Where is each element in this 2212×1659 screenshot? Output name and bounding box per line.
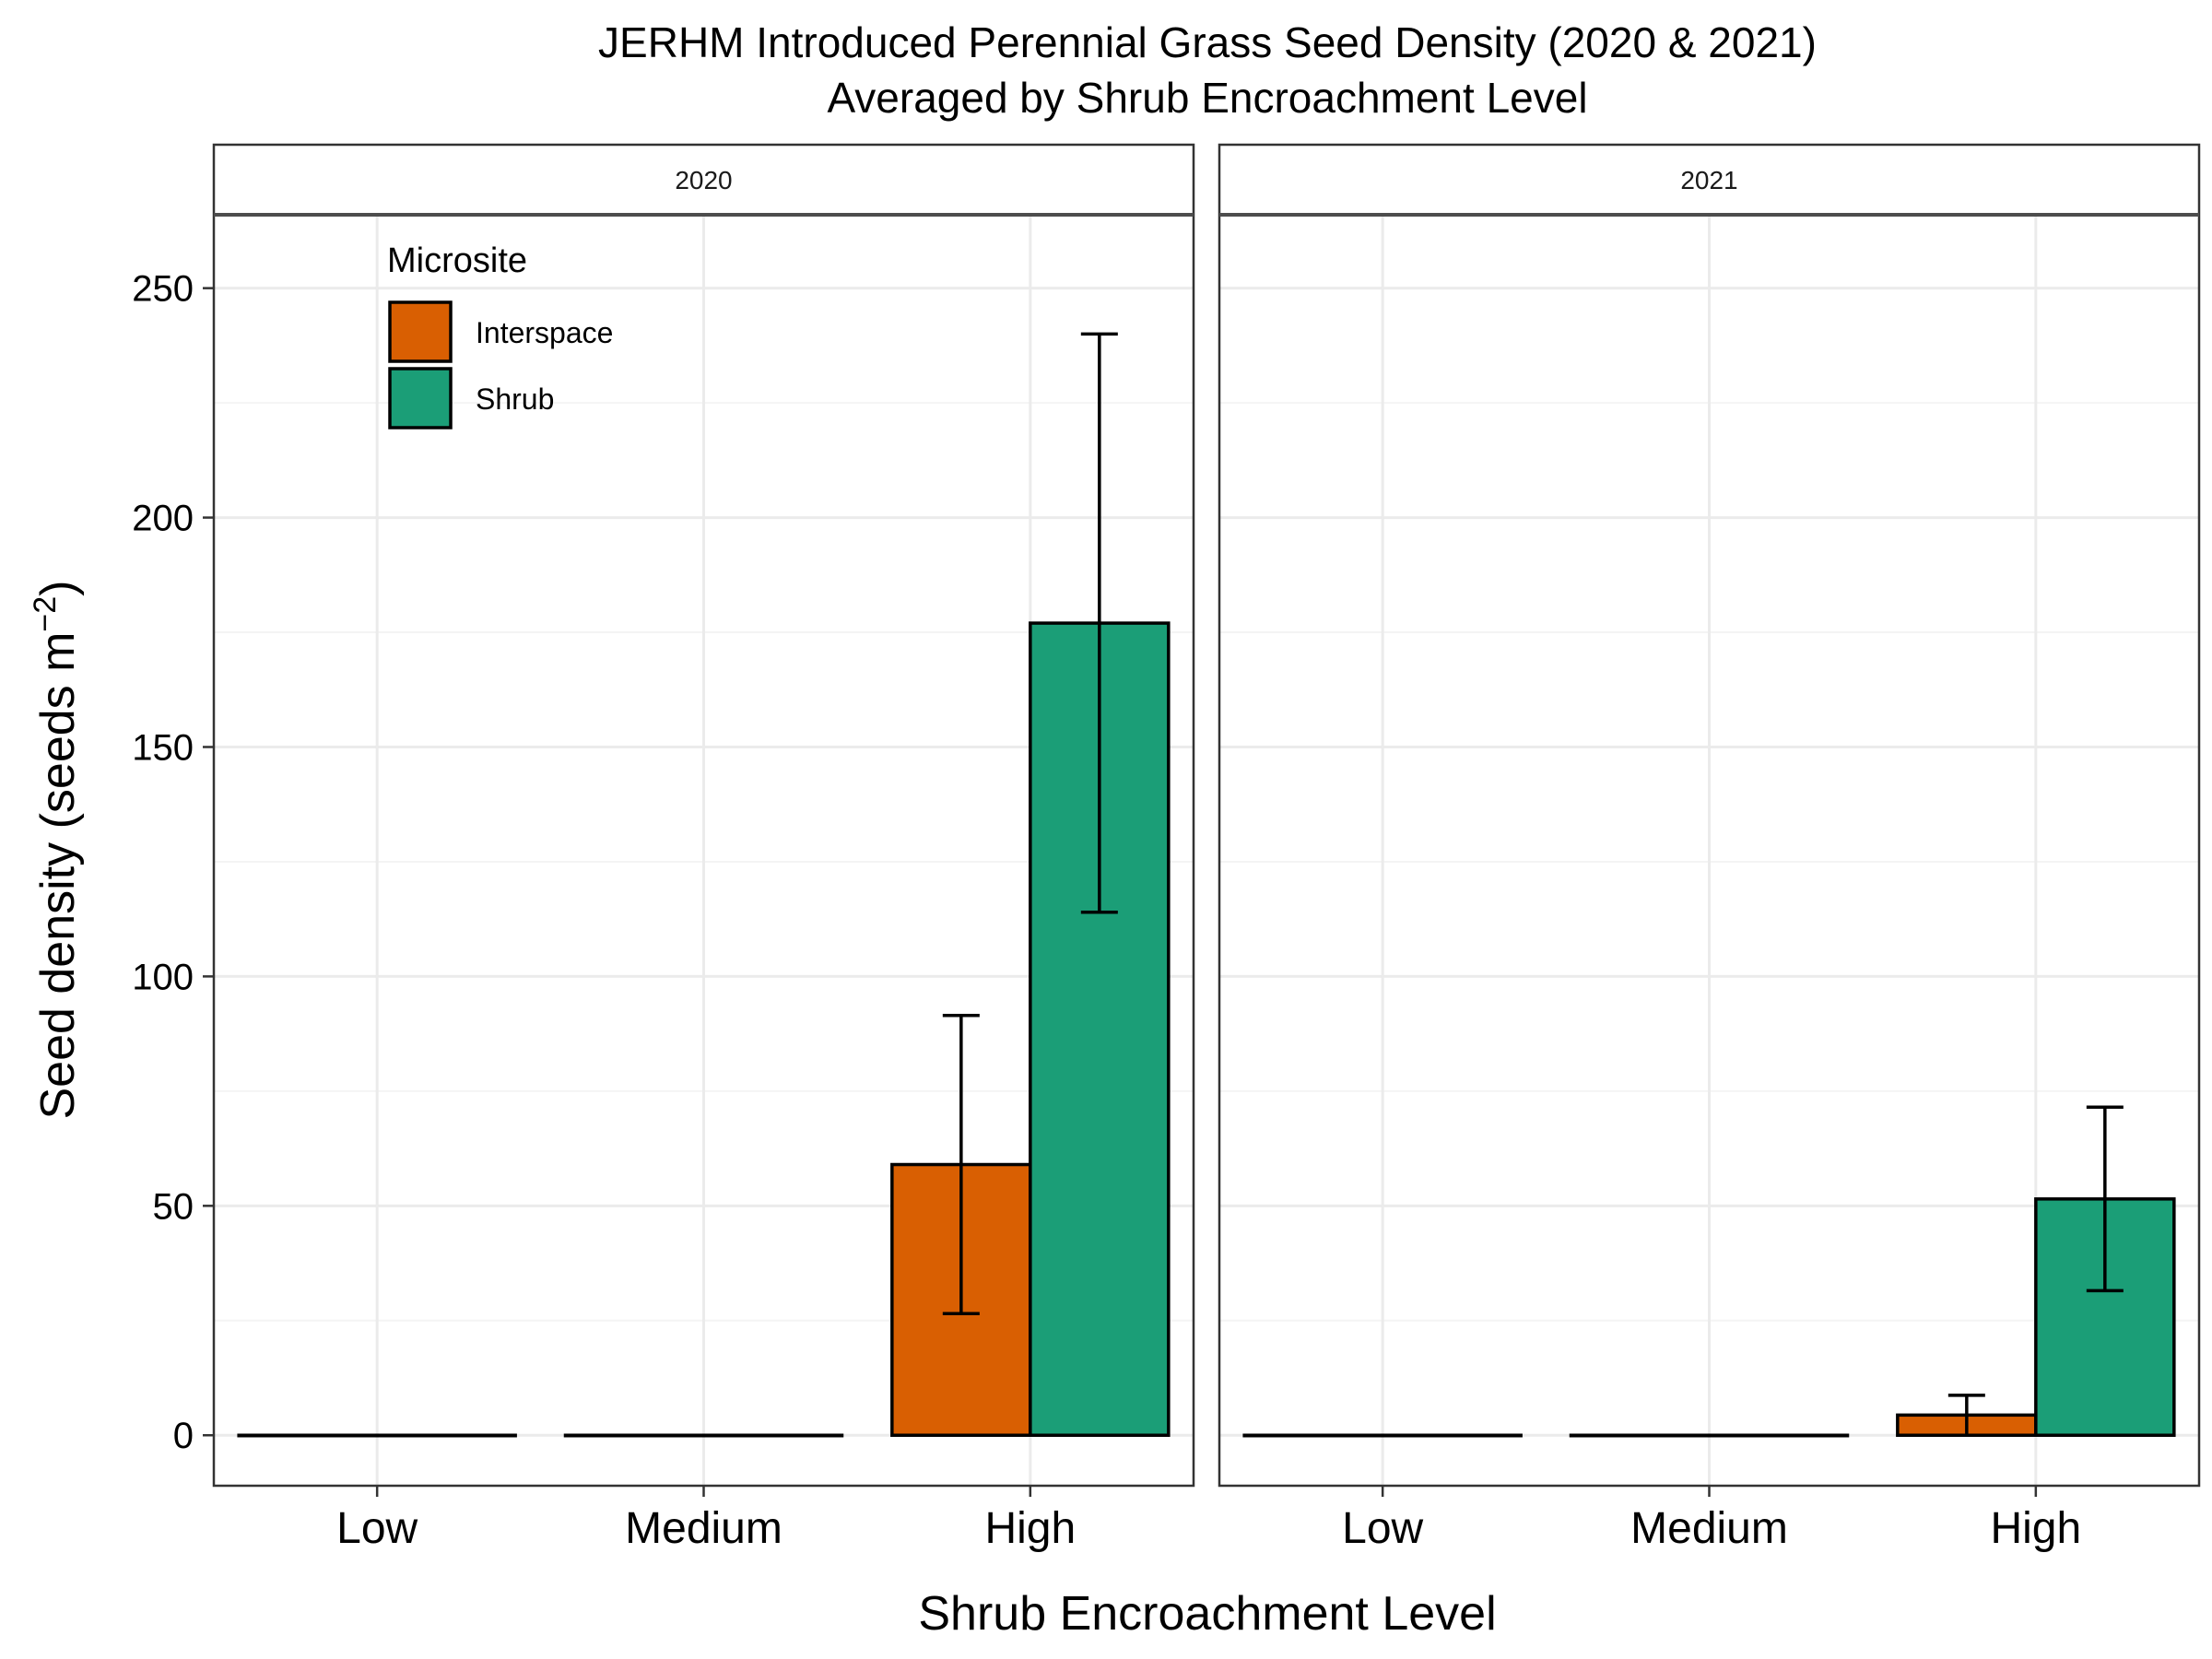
error-bar-2020-high-interspace [942,1013,980,1316]
bar-2020-low-shrub [375,1433,517,1438]
error-bar-2021-high-shrub [2086,1105,2124,1293]
legend: Microsite Interspace Shrub [387,241,613,429]
x-tick-label: Low [336,1504,418,1553]
error-bar-2020-high-shrub [1080,332,1118,914]
bar-2021-low-shrub [1381,1433,1523,1438]
bar-2020-medium-interspace [563,1433,706,1438]
y-tick-label: 150 [132,727,194,768]
bar-2020-medium-shrub [701,1433,844,1438]
y-tick-label: 200 [132,499,194,539]
y-tick-label: 100 [132,957,194,997]
legend-title: Microsite [387,241,527,280]
facet-panel-2021: 2021 Low Medium High [1218,143,2201,1553]
legend-label: Shrub [476,382,554,416]
x-tick-label: Medium [625,1504,782,1553]
error-bar-2021-high-interspace [1947,1394,1985,1437]
y-axis-title: Seed density (seeds m−2) [28,580,85,1119]
x-tick-label: Medium [1630,1504,1788,1553]
chart-title: JERHM Introduced Perennial Grass Seed De… [598,18,1817,66]
legend-swatch [388,300,453,363]
y-tick-label: 50 [153,1186,194,1227]
facet-panel-2020: 2020 Low Medium High [212,143,1195,1553]
facet-strip-label: 2020 [675,166,732,194]
bar-2021-high-shrub [2034,1197,2176,1437]
y-tick-label: 0 [173,1416,194,1456]
y-axis: 0 50 100 150 200 250 [132,269,214,1456]
y-axis-title-main: Seed density (seeds m [31,632,85,1120]
facet-strip-label: 2021 [1680,166,1737,194]
bar-2021-medium-interspace [1569,1433,1712,1438]
x-tick-label: Low [1342,1504,1423,1553]
bar-2021-low-interspace [1242,1433,1384,1438]
bar-2020-low-interspace [237,1433,379,1438]
legend-entry-interspace: Interspace [388,300,613,363]
legend-label: Interspace [476,316,613,349]
y-axis-title-superscript: −2 [28,596,63,632]
y-tick-label: 250 [132,269,194,310]
legend-swatch [388,367,453,429]
y-axis-title-close: ) [31,580,85,595]
facet-panels: 2020 Low Medium High 2021 Low Medium High [212,143,2201,1553]
x-tick-label: High [1990,1504,2081,1553]
x-axis-title: Shrub Encroachment Level [918,1587,1496,1641]
chart-subtitle: Averaged by Shrub Encroachment Level [827,74,1587,122]
legend-entry-shrub: Shrub [388,367,554,429]
bar-2021-medium-shrub [1707,1433,1850,1438]
x-tick-label: High [984,1504,1076,1553]
